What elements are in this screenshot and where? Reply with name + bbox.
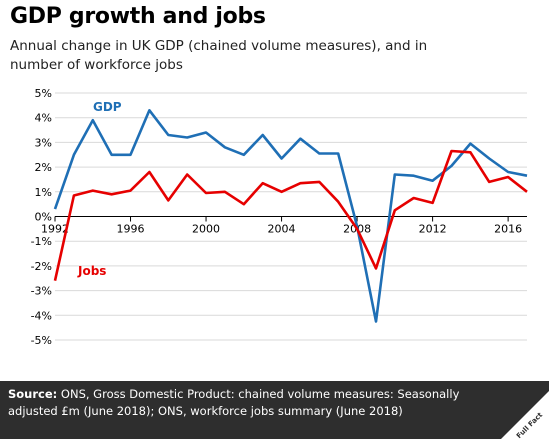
x-tick-label: 2016: [494, 223, 522, 236]
x-tick-label: 1992: [41, 223, 69, 236]
x-tick-label: 1996: [117, 223, 145, 236]
x-tick-label: 2004: [268, 223, 296, 236]
source-text: ONS, Gross Domestic Product: chained vol…: [8, 387, 460, 418]
series-line-jobs: [53, 149, 528, 281]
y-tick-label: -5%: [31, 334, 52, 347]
chart-subtitle: Annual change in UK GDP (chained volume …: [10, 38, 428, 73]
footer: Source: ONS, Gross Domestic Product: cha…: [0, 381, 549, 439]
y-tick-label: 5%: [35, 87, 52, 100]
full-fact-logo: Full Fact: [501, 391, 549, 439]
series-label-jobs: Jobs: [77, 264, 106, 278]
y-tick-label: -4%: [31, 309, 52, 322]
y-tick-label: 3%: [35, 136, 52, 149]
y-tick-label: -1%: [31, 235, 52, 248]
line-chart: 5% 4% 3% 2% 1% 0% -1% -2% -3% -4% -5% 1992 1996 2000…: [31, 87, 528, 347]
chart-title: GDP growth and jobs: [10, 4, 266, 29]
y-tick-label: -2%: [31, 260, 52, 273]
source-label: Source:: [8, 387, 58, 401]
y-tick-label: 4%: [35, 112, 52, 125]
series-line-gdp: [53, 109, 528, 323]
y-tick-label: 2%: [35, 161, 52, 174]
y-tick-label: 1%: [35, 186, 52, 199]
y-tick-label: 0%: [35, 211, 52, 224]
y-tick-label: -3%: [31, 285, 52, 298]
x-tick-label: 2012: [419, 223, 447, 236]
x-tick-label: 2000: [192, 223, 220, 236]
source-note: Source: ONS, Gross Domestic Product: cha…: [8, 386, 478, 420]
series-label-gdp: GDP: [93, 100, 122, 114]
